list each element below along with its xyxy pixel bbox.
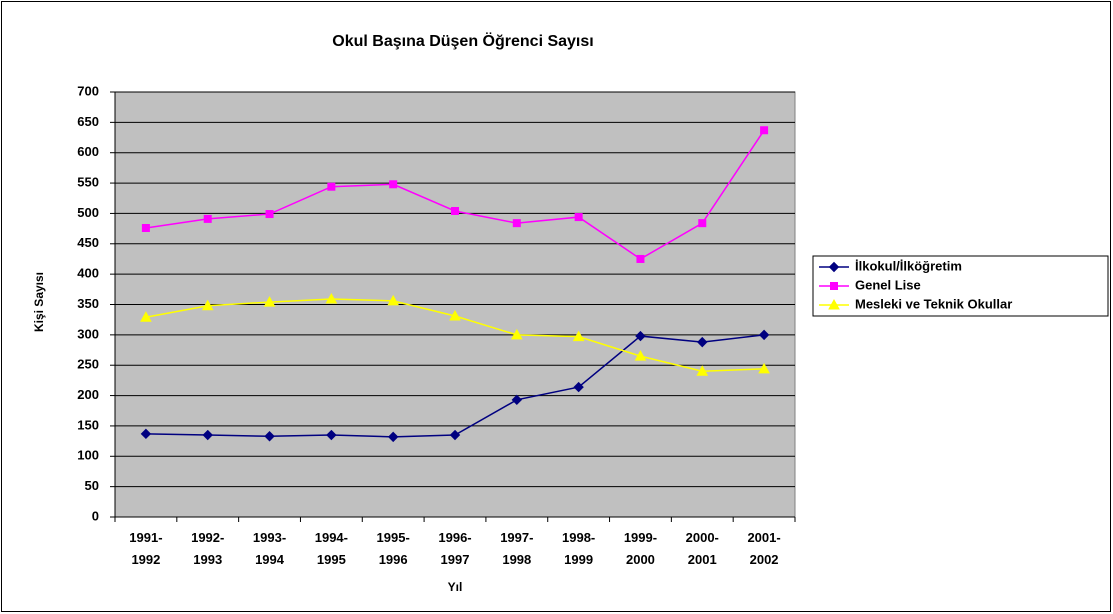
y-tick-label: 300: [77, 326, 99, 341]
data-point: [634, 350, 647, 361]
data-point: [387, 294, 400, 306]
data-point: [574, 213, 583, 222]
data-point: [449, 429, 461, 441]
x-tick-label: 2000-2001: [685, 530, 719, 567]
legend-marker: [830, 282, 838, 290]
x-tick-label: 1999-2000: [623, 530, 658, 567]
data-point: [451, 207, 459, 215]
data-point: [636, 254, 645, 263]
data-point: [573, 381, 584, 393]
y-tick-label: 700: [77, 83, 99, 98]
x-tick-label: 1993-1994: [252, 530, 287, 567]
legend-marker: [828, 298, 840, 310]
data-point: [387, 431, 399, 443]
data-point: [510, 328, 523, 340]
data-point: [697, 336, 708, 348]
data-point: [758, 362, 770, 374]
y-tick-label: 550: [77, 175, 99, 190]
x-tick-label: 1998-1999: [562, 530, 596, 567]
y-tick-label: 600: [77, 144, 99, 159]
y-tick-label: 200: [77, 387, 99, 402]
data-point: [203, 214, 212, 223]
data-point: [758, 329, 770, 341]
y-axis-title: Kişi Sayısı: [32, 272, 46, 332]
x-tick-label: 1997-1998: [500, 530, 534, 567]
legend-box: [812, 255, 1109, 317]
data-point: [141, 224, 150, 232]
legend-marker: [828, 261, 840, 273]
y-tick-label: 100: [77, 448, 99, 463]
x-tick-label: 1991-1992: [129, 530, 163, 567]
data-point: [449, 310, 461, 321]
data-point: [512, 219, 521, 228]
y-tick-label: 350: [77, 296, 99, 311]
y-tick-label: 650: [77, 114, 99, 129]
x-tick-label: 1995-1996: [376, 530, 410, 567]
y-tick-label: 50: [85, 478, 99, 493]
data-point: [698, 219, 707, 228]
x-tick-label: 1994-1995: [314, 530, 348, 567]
y-tick-label: 400: [77, 266, 99, 281]
x-tick-label: 1992-1993: [191, 530, 225, 567]
data-point: [202, 429, 213, 441]
data-point: [635, 330, 646, 342]
data-point: [325, 293, 338, 304]
data-point: [140, 311, 152, 322]
legend-label: Mesleki ve Teknik Okullar: [855, 296, 1012, 311]
data-point: [326, 429, 337, 441]
legend-label: İlkokul/İlköğretim: [855, 258, 962, 273]
y-tick-label: 500: [77, 205, 99, 220]
x-axis-title: Yıl: [448, 580, 463, 594]
data-point: [265, 210, 274, 219]
y-tick-label: 450: [77, 235, 99, 250]
x-tick-label: 2001-2002: [747, 530, 781, 567]
data-point: [760, 126, 769, 135]
data-point: [389, 180, 398, 189]
data-point: [511, 394, 523, 406]
y-tick-label: 150: [77, 417, 99, 432]
data-point: [201, 299, 214, 311]
y-tick-label: 0: [92, 508, 99, 523]
y-tick-label: 250: [77, 357, 99, 372]
data-point: [696, 365, 709, 376]
legend-label: Genel Lise: [855, 277, 921, 292]
data-point: [327, 182, 336, 191]
x-tick-label: 1996-1997: [438, 530, 472, 567]
data-point: [572, 330, 585, 342]
data-point: [140, 428, 152, 440]
data-point: [264, 431, 275, 442]
chart-title: Okul Başına Düşen Öğrenci Sayısı: [332, 31, 593, 50]
data-point: [263, 296, 276, 307]
